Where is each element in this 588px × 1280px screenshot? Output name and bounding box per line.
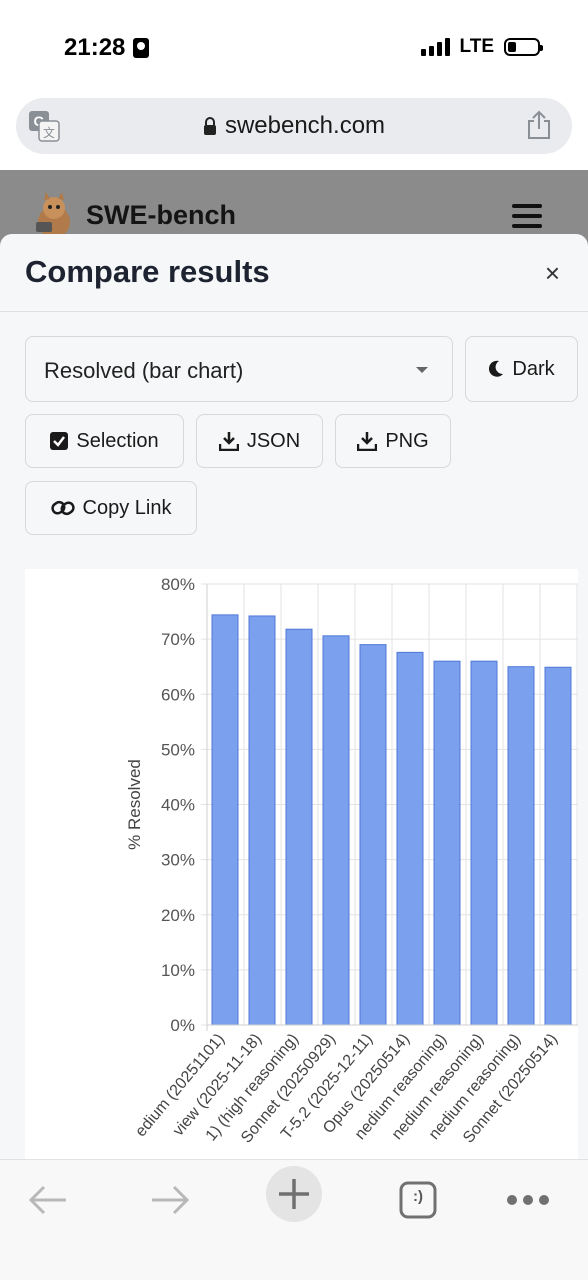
- browser-toolbar: :): [0, 1159, 588, 1280]
- bar: [470, 660, 498, 1026]
- view-select-value: Resolved (bar chart): [44, 358, 244, 383]
- modal-header: Compare results ×: [0, 234, 588, 312]
- selection-label: Selection: [76, 429, 159, 452]
- compare-modal: Compare results × Resolved (bar chart) D…: [0, 234, 588, 1159]
- back-arrow-icon: [28, 1185, 66, 1215]
- y-tick-label: 80%: [161, 575, 195, 594]
- bar: [433, 660, 461, 1026]
- y-tick-label: 0%: [170, 1016, 195, 1035]
- lock-icon: [203, 117, 216, 135]
- tabs-count: :): [413, 1188, 423, 1205]
- modal-title: Compare results: [25, 254, 270, 289]
- bar: [285, 628, 313, 1026]
- download-icon: [357, 432, 378, 451]
- more-icon: [507, 1195, 549, 1205]
- y-tick-label: 20%: [161, 906, 195, 925]
- bar: [396, 651, 424, 1026]
- link-icon: [50, 500, 75, 516]
- download-icon: [218, 432, 239, 451]
- plus-icon: [279, 1179, 309, 1209]
- download-json-button[interactable]: JSON: [196, 414, 323, 468]
- png-label: PNG: [385, 429, 429, 452]
- url-text: swebench.com: [224, 112, 386, 139]
- y-tick-label: 70%: [161, 630, 195, 649]
- more-button[interactable]: [502, 1174, 554, 1226]
- bar: [322, 635, 350, 1026]
- selection-button[interactable]: Selection: [25, 414, 184, 468]
- y-tick-label: 30%: [161, 851, 195, 870]
- forward-button[interactable]: [144, 1174, 196, 1226]
- y-tick-label: 10%: [161, 961, 195, 980]
- bar: [211, 614, 239, 1026]
- status-bar: 21:28 LTE: [0, 0, 588, 96]
- moon-icon: [489, 360, 504, 377]
- battery-icon: [504, 38, 543, 56]
- clock-text: 21:28: [64, 34, 126, 61]
- bar: [507, 666, 535, 1026]
- json-label: JSON: [246, 429, 301, 452]
- url-display[interactable]: swebench.com: [16, 112, 572, 140]
- status-time: 21:28: [64, 34, 150, 62]
- new-tab-button[interactable]: [266, 1166, 322, 1222]
- copy-link-label: Copy Link: [82, 496, 172, 519]
- address-bar[interactable]: G 文 swebench.com: [16, 98, 572, 154]
- contact-badge-icon: [133, 38, 150, 58]
- back-button[interactable]: [22, 1174, 74, 1226]
- site-title: SWE-bench: [86, 200, 237, 230]
- site-logo-icon: [36, 192, 70, 238]
- translate-icon[interactable]: G 文: [28, 110, 60, 142]
- bar-chart: 0% 10% 20% 30% 40% 50% 60% 70% 80% edium (2025110…: [25, 569, 578, 1159]
- signal-icon: [420, 38, 450, 56]
- y-axis-title: % Resolved: [125, 759, 144, 850]
- network-label: LTE: [459, 36, 494, 57]
- y-tick-label: 50%: [161, 740, 195, 759]
- dark-mode-label: Dark: [512, 357, 555, 380]
- view-select[interactable]: Resolved (bar chart): [25, 336, 453, 402]
- svg-text:G: G: [34, 113, 45, 129]
- dark-mode-button[interactable]: Dark: [465, 336, 578, 402]
- bar: [248, 615, 276, 1026]
- bar-chart-svg: 0%10%20%30%40%50%60%70%80%edium (2025110…: [125, 575, 578, 1147]
- bar: [359, 644, 387, 1026]
- checkbox-icon: [50, 432, 69, 450]
- tabs-icon: [399, 1181, 437, 1219]
- forward-arrow-icon: [152, 1185, 190, 1215]
- caret-down-icon: [416, 367, 428, 373]
- y-tick-label: 40%: [161, 796, 195, 815]
- download-png-button[interactable]: PNG: [335, 414, 451, 468]
- copy-link-button[interactable]: Copy Link: [25, 481, 197, 535]
- y-tick-label: 60%: [161, 685, 195, 704]
- menu-icon[interactable]: [512, 204, 542, 228]
- bar: [544, 666, 572, 1026]
- svg-text:文: 文: [43, 125, 55, 140]
- tabs-button[interactable]: :): [392, 1174, 444, 1226]
- status-indicators: LTE: [420, 36, 543, 58]
- share-icon[interactable]: [526, 110, 552, 140]
- close-button[interactable]: ×: [544, 258, 560, 288]
